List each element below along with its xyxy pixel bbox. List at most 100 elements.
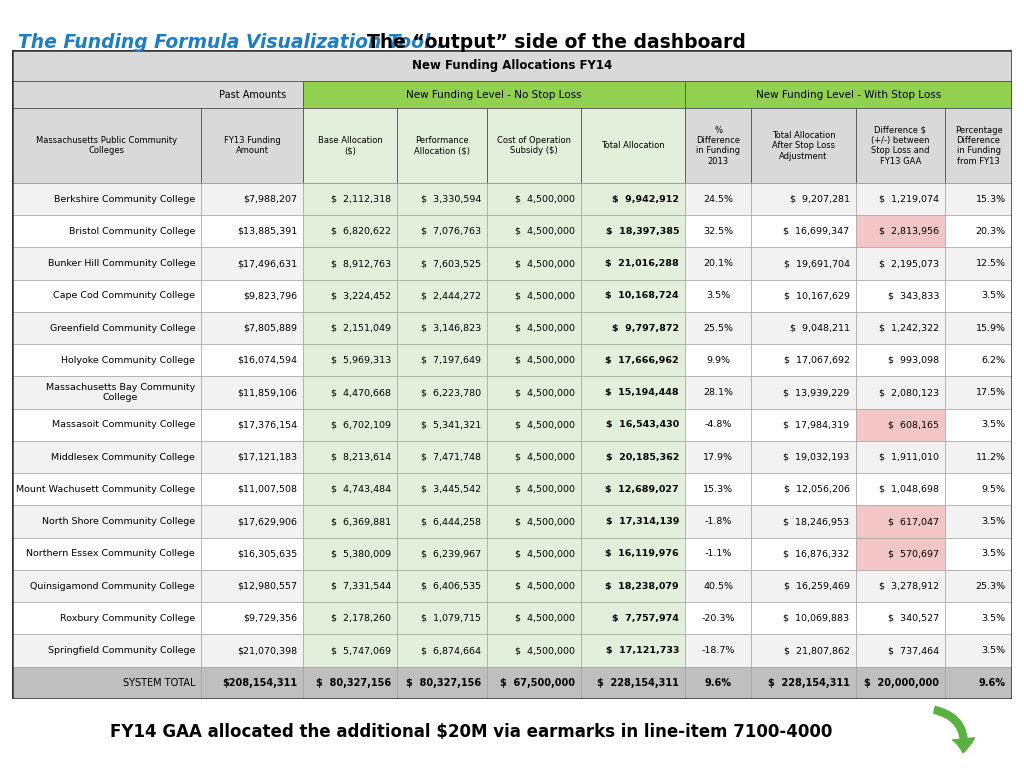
Bar <box>855 538 945 570</box>
Bar <box>12 376 201 409</box>
Bar <box>752 344 855 376</box>
Text: $  4,500,000: $ 4,500,000 <box>515 259 574 268</box>
Bar <box>12 344 201 376</box>
Bar <box>487 538 581 570</box>
Text: $  3,278,912: $ 3,278,912 <box>880 581 939 591</box>
Bar <box>12 667 201 699</box>
Text: 40.5%: 40.5% <box>703 581 733 591</box>
Text: FY13 Funding
Amount: FY13 Funding Amount <box>224 136 281 155</box>
Text: $12,980,557: $12,980,557 <box>238 581 297 591</box>
Bar <box>855 667 945 699</box>
Bar <box>487 312 581 344</box>
Bar <box>752 538 855 570</box>
Bar <box>303 376 397 409</box>
Text: Middlesex Community College: Middlesex Community College <box>51 452 196 462</box>
Text: $  17,067,692: $ 17,067,692 <box>783 356 850 365</box>
Text: $  17,314,139: $ 17,314,139 <box>605 517 679 526</box>
Bar <box>12 441 201 473</box>
Bar <box>581 280 685 312</box>
Bar <box>855 473 945 505</box>
Text: Performance
Allocation ($): Performance Allocation ($) <box>414 136 470 155</box>
Bar <box>303 667 397 699</box>
Text: $  4,500,000: $ 4,500,000 <box>515 517 574 526</box>
Text: $  16,876,332: $ 16,876,332 <box>783 549 850 558</box>
Text: 3.5%: 3.5% <box>982 420 1006 429</box>
Bar <box>855 215 945 247</box>
Text: $  3,330,594: $ 3,330,594 <box>421 194 481 204</box>
Text: -1.1%: -1.1% <box>705 549 732 558</box>
Bar <box>397 473 487 505</box>
Text: Cost of Operation
Subsidy ($): Cost of Operation Subsidy ($) <box>497 136 571 155</box>
Text: $  17,666,962: $ 17,666,962 <box>605 356 679 365</box>
Bar <box>685 108 752 183</box>
Bar <box>487 441 581 473</box>
Text: $  10,167,629: $ 10,167,629 <box>783 291 850 300</box>
Bar <box>581 215 685 247</box>
Text: $  9,207,281: $ 9,207,281 <box>790 194 850 204</box>
Text: 25.5%: 25.5% <box>703 323 733 333</box>
Text: $  1,079,715: $ 1,079,715 <box>421 614 481 623</box>
Bar <box>201 344 303 376</box>
Text: $7,805,889: $7,805,889 <box>244 323 297 333</box>
Bar <box>303 441 397 473</box>
Text: $  15,194,448: $ 15,194,448 <box>605 388 679 397</box>
Bar <box>201 570 303 602</box>
Text: 9.9%: 9.9% <box>707 356 730 365</box>
Text: $  2,112,318: $ 2,112,318 <box>331 194 391 204</box>
Bar <box>685 505 752 538</box>
Text: $17,496,631: $17,496,631 <box>238 259 297 268</box>
Text: $  9,048,211: $ 9,048,211 <box>790 323 850 333</box>
Bar <box>945 667 1012 699</box>
Text: 3.5%: 3.5% <box>982 549 1006 558</box>
Bar <box>945 183 1012 215</box>
Bar <box>12 634 201 667</box>
Text: $  4,500,000: $ 4,500,000 <box>515 452 574 462</box>
Bar <box>201 108 303 183</box>
Bar <box>945 215 1012 247</box>
Text: $  3,445,542: $ 3,445,542 <box>421 485 481 494</box>
Bar <box>201 602 303 634</box>
Bar <box>303 344 397 376</box>
Text: $  2,444,272: $ 2,444,272 <box>421 291 481 300</box>
Text: $  6,874,664: $ 6,874,664 <box>421 646 481 655</box>
Bar <box>945 312 1012 344</box>
Text: 3.5%: 3.5% <box>982 646 1006 655</box>
Text: $  5,341,321: $ 5,341,321 <box>421 420 481 429</box>
Text: 17.9%: 17.9% <box>703 452 733 462</box>
Text: $  18,246,953: $ 18,246,953 <box>783 517 850 526</box>
Text: $  21,016,288: $ 21,016,288 <box>605 259 679 268</box>
Bar <box>201 505 303 538</box>
Text: 9.5%: 9.5% <box>982 485 1006 494</box>
Bar <box>397 280 487 312</box>
Bar <box>12 81 303 108</box>
Text: $  8,912,763: $ 8,912,763 <box>331 259 391 268</box>
Text: -4.8%: -4.8% <box>705 420 732 429</box>
Text: Massachusetts Public Community
Colleges: Massachusetts Public Community Colleges <box>36 136 177 155</box>
Text: $13,885,391: $13,885,391 <box>237 227 297 236</box>
Bar <box>201 376 303 409</box>
Bar <box>397 215 487 247</box>
Text: -20.3%: -20.3% <box>701 614 735 623</box>
Bar <box>397 108 487 183</box>
Text: $  80,327,156: $ 80,327,156 <box>316 677 391 688</box>
Text: $  6,239,967: $ 6,239,967 <box>421 549 481 558</box>
Bar <box>397 247 487 280</box>
Text: 12.5%: 12.5% <box>976 259 1006 268</box>
Text: $  21,807,862: $ 21,807,862 <box>783 646 850 655</box>
Text: $  343,833: $ 343,833 <box>888 291 939 300</box>
Text: $  7,471,748: $ 7,471,748 <box>421 452 481 462</box>
Text: $  6,223,780: $ 6,223,780 <box>421 388 481 397</box>
Text: $  4,500,000: $ 4,500,000 <box>515 614 574 623</box>
Text: Massasoit Community College: Massasoit Community College <box>52 420 196 429</box>
Bar <box>397 183 487 215</box>
Text: SYSTEM TOTAL: SYSTEM TOTAL <box>123 677 196 688</box>
Bar <box>303 602 397 634</box>
Text: $  16,543,430: $ 16,543,430 <box>606 420 679 429</box>
Text: $16,305,635: $16,305,635 <box>237 549 297 558</box>
Bar <box>752 409 855 441</box>
Text: $17,376,154: $17,376,154 <box>238 420 297 429</box>
Text: Northern Essex Community College: Northern Essex Community College <box>27 549 196 558</box>
Bar <box>752 215 855 247</box>
Text: $  1,048,698: $ 1,048,698 <box>880 485 939 494</box>
Bar <box>581 538 685 570</box>
